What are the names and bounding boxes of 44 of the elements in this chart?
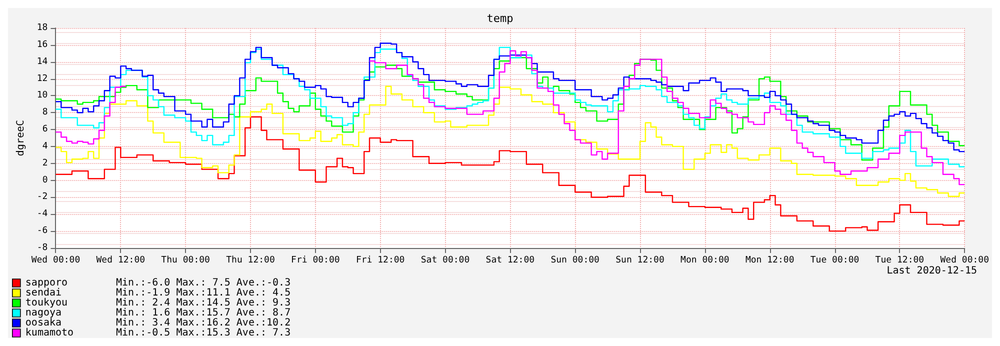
legend-label: oosaka xyxy=(25,318,62,328)
text: Min.: 2.4 Max.:14.5 Ave.: 9.3 xyxy=(116,298,291,308)
legend-label: sapporo xyxy=(25,278,68,288)
y-tick-label: 14 xyxy=(36,56,48,67)
x-tick-label: Fri 12:00 xyxy=(356,256,405,266)
text: Min.: 3.4 Max.:16.2 Ave.:10.2 xyxy=(116,318,291,328)
x-tick-label: Tue 12:00 xyxy=(875,256,924,266)
x-tick-label: Thu 12:00 xyxy=(226,256,275,266)
chart-title: temp xyxy=(486,12,514,25)
x-tick-label: Wed 12:00 xyxy=(96,256,146,266)
y-tick-label: 6 xyxy=(42,124,48,135)
y-tick-label: 18 xyxy=(36,23,48,33)
x-tick-label: Sat 12:00 xyxy=(486,256,535,266)
y-tick-label: -4 xyxy=(36,209,48,220)
y-tick-label: 8 xyxy=(42,108,48,118)
x-tick-label: Wed 00:00 xyxy=(31,256,80,266)
x-tick-label: Wed 00:00 xyxy=(940,256,990,266)
y-tick-label: 2 xyxy=(42,158,48,168)
x-tick-label: Sun 00:00 xyxy=(550,256,600,266)
text: Min.:-0.5 Max.:15.3 Ave.: 7.3 xyxy=(116,328,291,338)
legend-label: toukyou xyxy=(25,298,68,308)
x-tick-label: Fri 00:00 xyxy=(291,256,340,266)
y-tick-label: -6 xyxy=(36,226,48,236)
x-tick-label: Sun 12:00 xyxy=(616,256,664,266)
legend-label: nagoya xyxy=(25,308,62,318)
x-tick-label: Mon 00:00 xyxy=(680,256,730,266)
y-tick-label: 16 xyxy=(36,40,48,50)
text: Min.:-6.0 Max.: 7.5 Ave.:-0.3 xyxy=(116,278,291,288)
x-tick-label: Sat 00:00 xyxy=(420,256,470,266)
y-axis-title: dgreeC xyxy=(16,120,26,156)
x-tick-label: Mon 12:00 xyxy=(745,256,794,266)
y-tick-label: 10 xyxy=(36,90,48,101)
x-tick-label: Tue 00:00 xyxy=(810,256,860,266)
text: Last 2020-12-15 xyxy=(886,266,978,276)
legend-label: kumamoto xyxy=(25,328,74,338)
legend-label: sendai xyxy=(25,288,62,298)
x-tick-label: Thu 00:00 xyxy=(161,256,210,266)
text: Min.:-1.9 Max.:11.1 Ave.: 4.5 xyxy=(116,288,291,298)
y-tick-label: 4 xyxy=(42,141,48,152)
y-tick-label: 12 xyxy=(36,74,48,84)
y-tick-label: -8 xyxy=(36,243,48,253)
y-tick-label: 0 xyxy=(42,175,48,186)
text: Min.: 1.6 Max.:15.7 Ave.: 8.7 xyxy=(116,308,291,318)
y-tick-label: -2 xyxy=(36,192,48,202)
